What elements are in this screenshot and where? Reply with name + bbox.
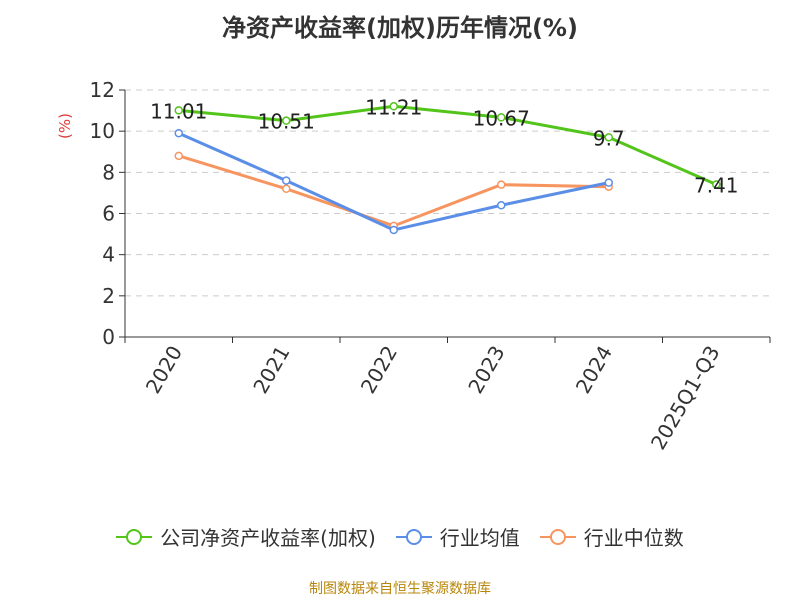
- x-tick-label: 2020: [141, 342, 187, 398]
- series-line: [178, 104, 717, 186]
- legend-item[interactable]: 公司净资产收益率(加权): [116, 522, 376, 551]
- data-label: 9.7: [593, 126, 625, 150]
- legend-marker-icon: [395, 528, 432, 545]
- legend-item[interactable]: 行业均值: [395, 522, 520, 551]
- series-line: [178, 154, 609, 228]
- data-point: [604, 178, 613, 187]
- data-label: 7.41: [694, 173, 739, 197]
- x-tick-label: 2021: [248, 342, 294, 398]
- series-line: [178, 131, 610, 232]
- data-point: [389, 102, 398, 111]
- data-point: [389, 225, 398, 235]
- y-tick-label: 8: [102, 160, 115, 184]
- data-label: 11.01: [150, 99, 207, 123]
- x-tick-label: 2024: [571, 342, 617, 398]
- data-point: [604, 133, 613, 142]
- legend-marker-icon: [539, 528, 576, 545]
- data-point: [712, 180, 721, 189]
- x-tick-label: 2022: [356, 342, 402, 398]
- data-label: 10.67: [473, 106, 530, 130]
- data-point: [497, 113, 506, 122]
- data-label: 11.21: [365, 95, 422, 119]
- y-axis-label: (%): [56, 113, 74, 139]
- data-point: [282, 176, 291, 185]
- chart-title: 净资产收益率(加权)历年情况(%): [222, 14, 578, 42]
- y-tick-label: 10: [90, 119, 115, 143]
- data-point: [497, 180, 506, 189]
- y-tick-label: 2: [102, 284, 115, 308]
- legend-label: 公司净资产收益率(加权): [160, 526, 376, 550]
- y-tick-label: 4: [102, 243, 115, 267]
- y-tick-label: 0: [102, 325, 115, 349]
- x-tick-label: 2023: [463, 342, 509, 398]
- legend-marker-icon: [116, 528, 153, 545]
- legend: 公司净资产收益率(加权) 行业均值 行业中位数: [0, 522, 800, 551]
- data-point: [497, 201, 506, 210]
- data-point: [282, 184, 291, 194]
- data-label: 10.51: [258, 110, 315, 134]
- data-point: [282, 116, 291, 125]
- source-note: 制图数据来自恒生聚源数据库: [309, 581, 491, 597]
- legend-item[interactable]: 行业中位数: [539, 522, 684, 551]
- data-point: [174, 151, 183, 161]
- legend-label: 行业中位数: [583, 526, 684, 550]
- data-point: [174, 106, 183, 115]
- data-point: [174, 128, 183, 138]
- legend-label: 行业均值: [439, 526, 520, 550]
- y-tick-label: 12: [90, 78, 115, 102]
- chart-canvas: 0 2 4 6 8 10 12 (%) 2020 2021 2022 2023 2024 2025Q1-Q…: [56, 78, 771, 454]
- y-tick-label: 6: [102, 202, 115, 226]
- x-tick-label: 2025Q1-Q3: [646, 342, 725, 454]
